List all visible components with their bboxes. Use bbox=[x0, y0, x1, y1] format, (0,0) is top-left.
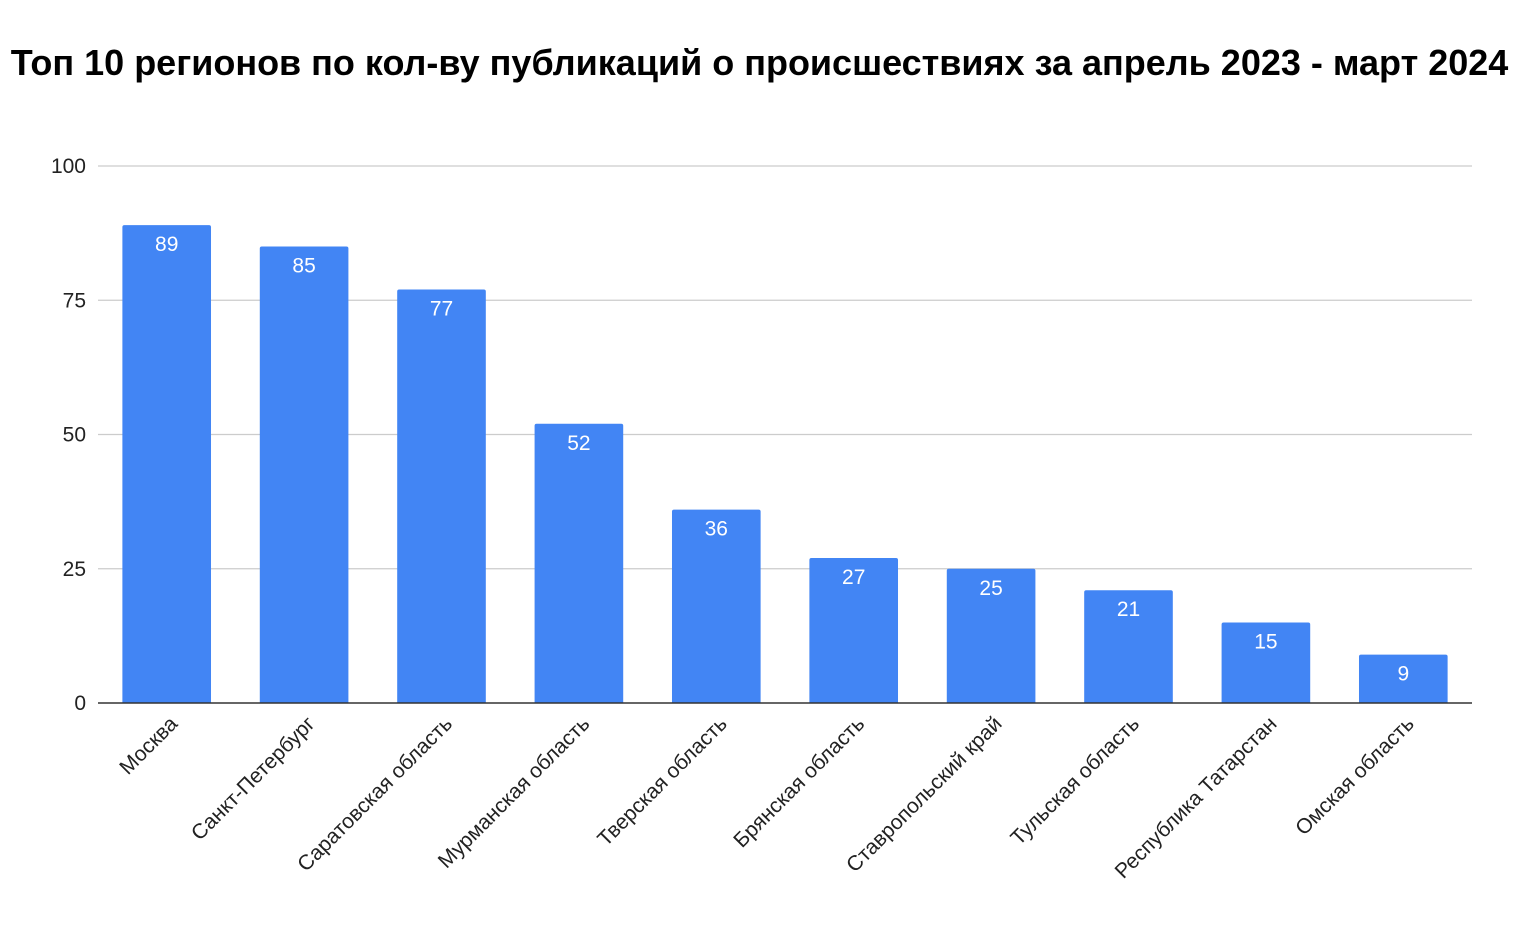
x-category-label: Тульская область bbox=[1006, 712, 1144, 850]
bar-4 bbox=[534, 423, 624, 703]
x-category-label: Республика Татарстан bbox=[1111, 712, 1282, 883]
bar-1 bbox=[122, 225, 212, 703]
data-label-8: 21 bbox=[1117, 598, 1140, 621]
x-category-label: Мурманская область bbox=[434, 712, 595, 873]
y-tick-label: 25 bbox=[63, 558, 86, 581]
bar-6 bbox=[809, 558, 899, 703]
x-category-label: Санкт-Петербург bbox=[187, 712, 320, 845]
y-axis-ticks: 0 25 50 75 100 bbox=[51, 155, 86, 715]
bar-10 bbox=[1358, 654, 1448, 703]
x-category-label: Москва bbox=[115, 712, 182, 779]
bar-2 bbox=[259, 246, 349, 704]
data-label-5: 36 bbox=[705, 518, 728, 541]
x-category-label: Омская область bbox=[1291, 712, 1419, 840]
bars bbox=[122, 225, 1448, 704]
bar-8 bbox=[1084, 590, 1173, 703]
x-category-label: Саратовская область bbox=[293, 712, 457, 876]
bar-3 bbox=[397, 289, 486, 703]
data-label-9: 15 bbox=[1254, 630, 1277, 653]
bar-9 bbox=[1221, 622, 1311, 703]
y-tick-label: 75 bbox=[63, 289, 86, 312]
data-label-3: 77 bbox=[430, 298, 453, 321]
data-label-6: 27 bbox=[842, 566, 865, 589]
data-label-2: 85 bbox=[292, 255, 315, 278]
data-labels: 89 85 77 52 36 27 25 21 15 9 bbox=[155, 233, 1409, 686]
x-category-label: Брянская область bbox=[729, 712, 869, 852]
y-tick-label: 50 bbox=[63, 424, 86, 447]
x-category-label: Тверская область bbox=[593, 712, 732, 851]
chart-title: Топ 10 регионов по кол-ву публикаций о п… bbox=[10, 42, 1509, 83]
data-label-1: 89 bbox=[155, 233, 178, 256]
data-label-10: 9 bbox=[1397, 663, 1409, 686]
y-tick-label: 100 bbox=[51, 155, 86, 178]
y-tick-label: 0 bbox=[74, 692, 86, 715]
x-category-label: Ставропольский край bbox=[842, 712, 1007, 877]
bar-7 bbox=[946, 568, 1036, 703]
data-label-4: 52 bbox=[567, 432, 590, 455]
data-label-7: 25 bbox=[979, 577, 1002, 600]
bar-5 bbox=[671, 509, 761, 703]
